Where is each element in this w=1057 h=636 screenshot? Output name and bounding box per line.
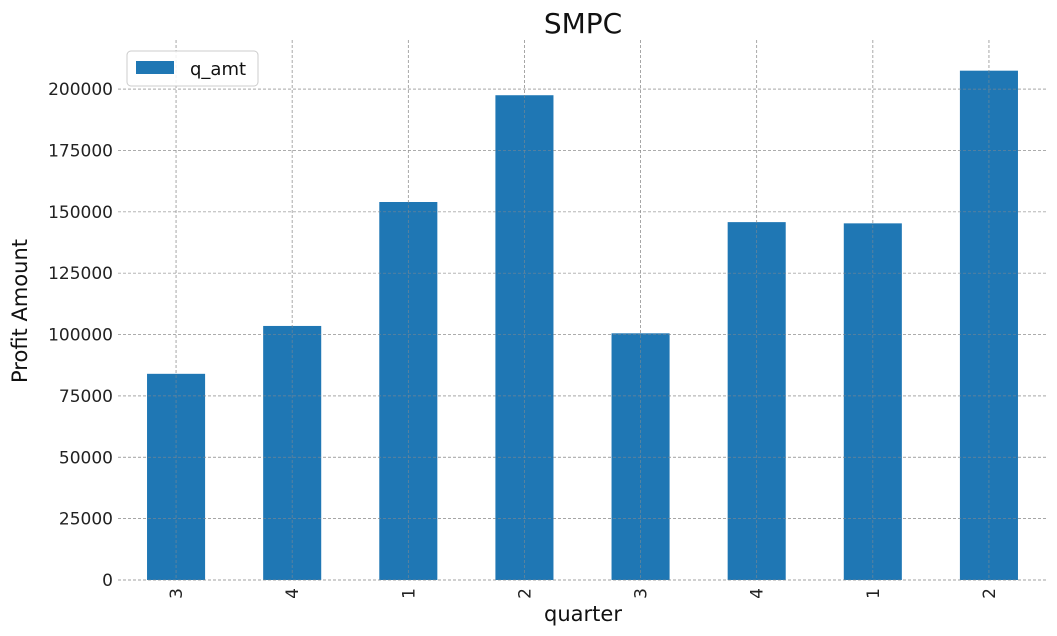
grid-overlay [118, 40, 1047, 581]
x-tick-label: 2 [515, 588, 535, 599]
legend-label: q_amt [190, 59, 246, 80]
x-tick-label: 3 [167, 588, 187, 599]
x-tick-label: 1 [864, 588, 884, 599]
y-tick-label: 200000 [48, 80, 113, 100]
y-tick-label: 0 [102, 571, 113, 591]
y-tick-label: 25000 [59, 510, 113, 530]
chart-title: SMPC [544, 7, 622, 40]
y-tick-label: 150000 [48, 203, 113, 223]
y-tick-label: 50000 [59, 448, 113, 468]
x-tick-label: 3 [632, 588, 652, 599]
bars [147, 70, 1018, 581]
y-tick-label: 175000 [48, 141, 113, 161]
x-tick-label: 4 [748, 588, 768, 599]
y-tick-label: 125000 [48, 264, 113, 284]
grid [118, 40, 1047, 581]
x-tick-label: 4 [283, 588, 303, 599]
x-axis-title: quarter [544, 602, 622, 626]
y-tick-label: 75000 [59, 387, 113, 407]
legend-box [126, 50, 259, 87]
y-tick-labels: 0 25000 50000 75000 100000 125000 150000 175000… [48, 80, 113, 591]
legend-swatch [136, 61, 174, 74]
x-tick-labels: 3 4 1 2 3 4 1 2 [167, 588, 1000, 599]
y-axis-title: Profit Amount [8, 239, 32, 383]
x-tick-label: 1 [399, 588, 419, 599]
x-tick-label: 2 [980, 588, 1000, 599]
y-tick-label: 100000 [48, 326, 113, 346]
legend: q_amt [126, 50, 259, 87]
